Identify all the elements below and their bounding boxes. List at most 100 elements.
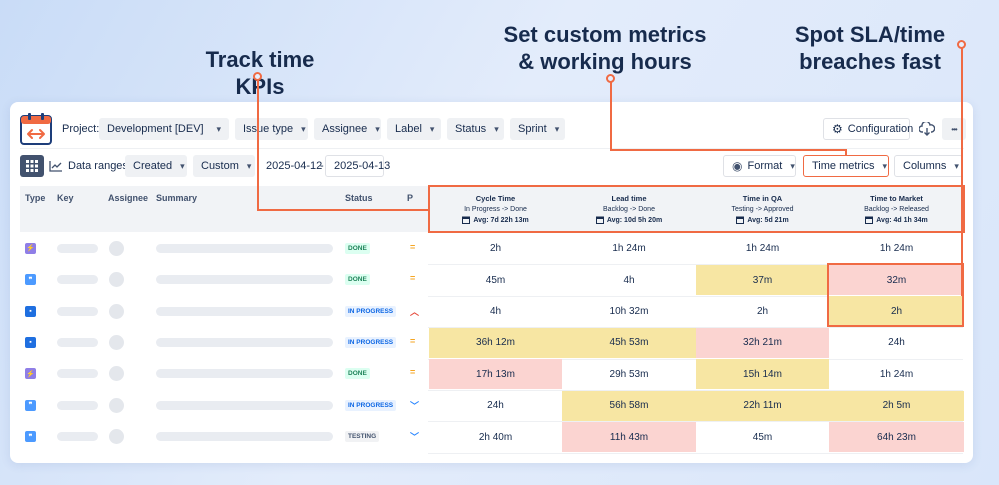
status-badge: IN PROGRESS: [345, 305, 397, 317]
row-divider: [428, 452, 963, 454]
status-badge: DONE: [345, 368, 370, 380]
status-badge: DONE: [345, 242, 370, 254]
header-status[interactable]: Status: [345, 193, 373, 203]
project-select[interactable]: Development [DEV] ▾: [99, 118, 229, 140]
callout-custom-line2: & working hours: [518, 49, 692, 74]
metric-transition: Testing -> Approved: [731, 206, 794, 213]
calendar-icon: [865, 216, 874, 224]
metric-cell: 22h 11m: [696, 390, 829, 421]
metric-header-2[interactable]: Time in QA Testing -> Approved Avg: 5d 21m: [696, 187, 829, 231]
metric-average: Avg: 5d 21m: [696, 216, 829, 224]
metric-cell: 1h 24m: [612, 243, 646, 255]
summary-placeholder[interactable]: [156, 369, 333, 379]
format-label: Format: [747, 160, 783, 172]
issue-key-placeholder[interactable]: [57, 337, 98, 347]
metric-cell: 2h: [756, 305, 769, 317]
header-type[interactable]: Type: [25, 193, 46, 203]
avatar[interactable]: [109, 303, 124, 319]
metric-title: Lead time: [611, 194, 647, 203]
row-divider: [428, 295, 963, 297]
metric-transition: Backlog -> Released: [864, 206, 929, 213]
sprint-label: Sprint: [518, 123, 547, 135]
calendar-icon: [595, 216, 604, 224]
metric-cell: 24h: [487, 400, 504, 412]
callout-line-custom-vertical: [610, 78, 612, 150]
custom-range-select[interactable]: Custom ▾: [193, 155, 255, 177]
date-from[interactable]: 2025-04-12: [266, 160, 323, 172]
summary-placeholder[interactable]: [156, 337, 333, 347]
metric-cell: 64h 23m: [829, 421, 964, 453]
summary-placeholder[interactable]: [156, 275, 333, 285]
issue-key-placeholder[interactable]: [57, 306, 98, 316]
issue-key-placeholder[interactable]: [57, 400, 98, 410]
label-filter[interactable]: Label ▾: [387, 118, 441, 140]
more-options-button[interactable]: •••: [942, 118, 966, 140]
avatar[interactable]: [109, 240, 124, 256]
priority-medium-icon: =: [410, 367, 416, 378]
calendar-icon: [462, 216, 471, 224]
summary-placeholder[interactable]: [156, 306, 333, 316]
project-label: Project:: [62, 123, 100, 135]
issue-type-filter[interactable]: Issue type ▾: [235, 118, 308, 140]
table-header: [20, 186, 964, 232]
metric-header-1[interactable]: Lead time Backlog -> Done Avg: 10d 5h 20m: [562, 187, 696, 231]
metric-header-3[interactable]: Time to Market Backlog -> Released Avg: 4d…: [829, 187, 964, 231]
grid-icon: [26, 160, 38, 172]
chevron-down-icon: ▾: [301, 123, 306, 134]
header-key[interactable]: Key: [57, 193, 74, 203]
metric-transition: In Progress -> Done: [464, 206, 527, 213]
summary-placeholder[interactable]: [156, 432, 333, 442]
chevron-down-icon: ▾: [954, 160, 959, 171]
issue-key-placeholder[interactable]: [57, 243, 98, 253]
issue-type-bolt-icon: ⚡: [25, 242, 36, 254]
metric-cell: 45m: [752, 431, 773, 443]
sprint-filter[interactable]: Sprint ▾: [510, 118, 565, 140]
metric-cell: 4h: [489, 305, 502, 317]
toolbar-divider: [20, 148, 964, 149]
metric-header-0[interactable]: Cycle Time In Progress -> Done Avg: 7d 22h…: [429, 187, 562, 231]
status-filter[interactable]: Status ▾: [447, 118, 504, 140]
time-metrics-select[interactable]: Time metrics ▾: [803, 155, 889, 177]
metric-transition: Backlog -> Done: [603, 206, 655, 213]
export-button[interactable]: [915, 118, 939, 140]
columns-select[interactable]: Columns ▾: [894, 155, 963, 177]
metric-cell: 4h: [623, 274, 635, 286]
callout-line-custom-horizontal: [610, 149, 847, 151]
grid-view-button[interactable]: [20, 155, 44, 177]
chevron-down-icon: ▾: [494, 123, 499, 134]
header-summary[interactable]: Summary: [156, 193, 198, 203]
avatar[interactable]: [109, 272, 124, 288]
created-select[interactable]: Created ▾: [125, 155, 187, 177]
issue-key-placeholder[interactable]: [57, 369, 98, 379]
summary-placeholder[interactable]: [156, 243, 333, 253]
status-label: Status: [455, 123, 487, 135]
date-to[interactable]: 2025-04-13: [325, 155, 390, 177]
gear-icon: ⚙: [832, 122, 843, 136]
callout-spot-line1: Spot SLA/time: [794, 22, 946, 47]
priority-medium-icon: =: [410, 335, 416, 346]
issue-key-placeholder[interactable]: [57, 432, 98, 442]
assignee-filter[interactable]: Assignee ▾: [314, 118, 381, 140]
chart-view-button[interactable]: [44, 155, 68, 177]
header-priority[interactable]: P: [407, 193, 414, 203]
chevron-down-icon: ▾: [882, 160, 888, 171]
issue-type-quote-icon: ❞: [25, 399, 36, 411]
header-assignee[interactable]: Assignee: [108, 193, 149, 203]
avatar[interactable]: [109, 397, 124, 413]
format-select[interactable]: ◉ Format ▾: [723, 155, 796, 177]
avatar[interactable]: [109, 334, 124, 350]
summary-placeholder[interactable]: [156, 400, 333, 410]
configuration-button[interactable]: ⚙ Configuration: [823, 118, 913, 140]
issue-type-quote-icon: ❞: [25, 431, 36, 443]
avatar[interactable]: [109, 366, 124, 382]
chevron-down-icon: ▾: [180, 160, 185, 171]
avatar[interactable]: [109, 429, 124, 445]
metric-cell: 32m: [829, 264, 964, 296]
issue-type-story-icon: ▪: [25, 336, 36, 348]
chevron-down-icon: ▾: [790, 160, 795, 171]
callout-line-track-vertical: [257, 77, 259, 210]
line-chart-icon: [49, 161, 62, 172]
status-badge: TESTING: [345, 431, 380, 443]
issue-key-placeholder[interactable]: [57, 275, 98, 285]
callout-dot-spot: [957, 40, 966, 49]
